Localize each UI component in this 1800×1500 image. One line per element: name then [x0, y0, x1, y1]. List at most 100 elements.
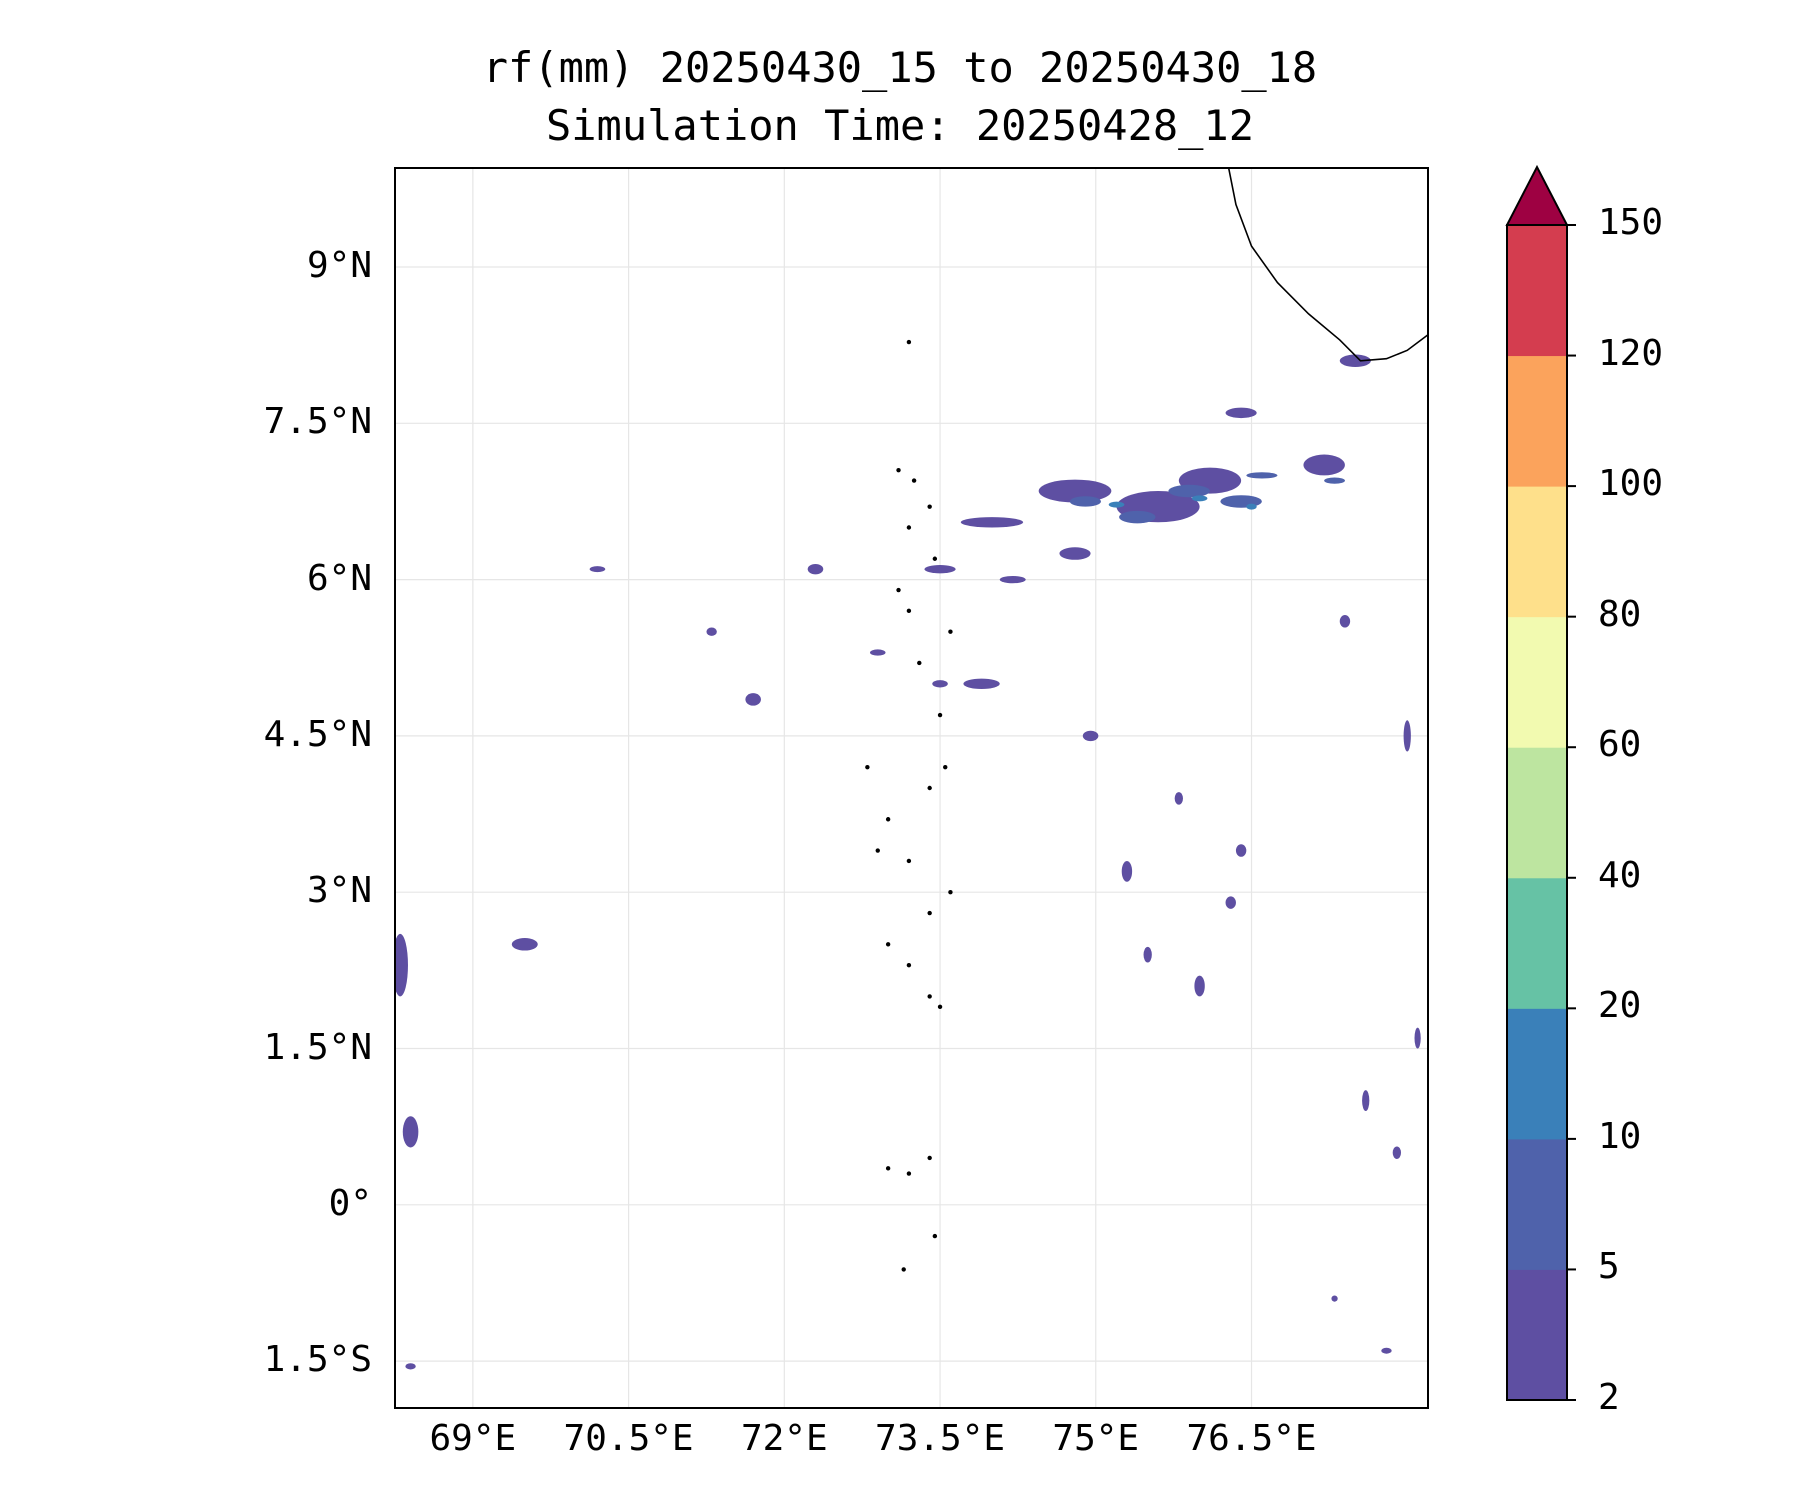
rain-cell-2-5mm [869, 649, 886, 656]
rain-cell-2-5mm [1038, 479, 1112, 503]
island-dot [927, 994, 932, 999]
rain-cell-2-5mm [402, 1116, 419, 1148]
colorbar-tick-label: 120 [1598, 332, 1664, 374]
island-dot [932, 556, 938, 561]
island-dot [896, 587, 901, 593]
rain-cell-2-5mm [1121, 860, 1133, 882]
island-dot [865, 764, 870, 770]
rain-cell-2-5mm [706, 627, 717, 636]
rain-cell-2-5mm [1225, 407, 1257, 419]
rain-cell-2-5mm [1331, 1295, 1338, 1302]
island-dot [885, 817, 891, 822]
island-dot [906, 339, 912, 345]
rain-cell-10-20mm [1108, 501, 1125, 508]
rain-cell-2-5mm [745, 693, 761, 706]
rain-cell-2-5mm [1143, 946, 1152, 963]
island-dot [906, 858, 912, 864]
colorbar-tick-label: 150 [1598, 202, 1664, 243]
colorbar-segment [1507, 225, 1567, 357]
island-dot [927, 910, 932, 916]
island-dot [917, 660, 922, 666]
rain-cell-2-5mm [1362, 1090, 1370, 1112]
rain-cell-2-5mm [932, 680, 948, 688]
island-dot [932, 1233, 938, 1239]
colorbar-segment [1507, 486, 1567, 618]
rain-cell-2-5mm [1235, 844, 1247, 857]
rain-cell-2-5mm [1082, 730, 1099, 742]
lon-tick-label: 70.5°E [563, 1418, 694, 1459]
lat-tick-label: 1.5°N [263, 1026, 372, 1068]
lat-tick-label: 3°N [306, 870, 372, 912]
island-dot [906, 608, 912, 614]
colorbar-tick-label: 60 [1598, 724, 1642, 766]
rain-cell-2-5mm [960, 517, 1024, 528]
rain-cell-5-10mm [1069, 496, 1101, 507]
lon-tick-label: 72°E [740, 1418, 828, 1459]
island-dot [927, 504, 932, 509]
rain-cell-5-10mm [1168, 484, 1210, 498]
map-plot-area [394, 167, 1429, 1409]
map-content [395, 168, 1428, 1408]
rain-cell-2-5mm [1339, 354, 1371, 368]
rain-cell-2-5mm [963, 678, 1000, 690]
rain-cell-2-5mm [807, 563, 824, 575]
lon-tick-label: 75°E [1052, 1418, 1140, 1459]
rain-cell-2-5mm [1403, 720, 1411, 752]
island-dot [911, 478, 917, 483]
colorbar-segment [1507, 1138, 1567, 1270]
lat-tick-label: 7.5°N [263, 401, 372, 443]
rain-cell-2-5mm [1225, 896, 1236, 909]
rain-cell-2-5mm [999, 575, 1026, 584]
island-dot [927, 785, 932, 791]
rain-cell-2-5mm [1392, 1146, 1402, 1159]
colorbar-tick-label: 2 [1598, 1377, 1620, 1418]
colorbar-tick-label: 5 [1598, 1246, 1620, 1288]
rain-cell-2-5mm [395, 933, 408, 997]
island-dot [943, 764, 948, 770]
island-dot [875, 848, 880, 853]
island-dot [937, 712, 943, 718]
lat-tick-label: 1.5°S [263, 1339, 372, 1381]
island-dot [948, 890, 953, 895]
rain-cell-2-5mm [1339, 615, 1351, 628]
colorbar-segment [1507, 1269, 1567, 1401]
map-title: rf(mm) 20250430_15 to 20250430_18 [482, 43, 1318, 92]
island-dot [896, 467, 901, 473]
colorbar-segment [1507, 747, 1567, 879]
colorbar [1505, 164, 1576, 1401]
colorbar-frame [1506, 224, 1568, 1401]
island-dot [885, 942, 891, 947]
rain-cell-2-5mm [511, 938, 538, 951]
colorbar-segment [1507, 355, 1567, 487]
lon-tick-label: 69°E [429, 1418, 517, 1459]
colorbar-tick-label: 40 [1598, 854, 1642, 896]
rain-cell-2-5mm [1303, 454, 1345, 476]
colorbar-tick-label: 20 [1598, 985, 1642, 1027]
rain-cell-5-10mm [1119, 510, 1156, 524]
rain-cell-5-10mm [1246, 472, 1278, 479]
colorbar-tick-label: 10 [1598, 1115, 1642, 1157]
lat-tick-label: 6°N [306, 557, 372, 599]
lat-tick-label: 0° [328, 1182, 372, 1224]
india-coastline [1227, 168, 1428, 362]
colorbar-extend-arrow [1505, 164, 1569, 226]
colorbar-segment [1507, 616, 1567, 748]
lon-tick-label: 73.5°E [875, 1418, 1006, 1459]
rain-cell-5-10mm [1324, 477, 1345, 484]
rain-cell-10-20mm [1246, 503, 1257, 510]
island-dot [937, 1004, 943, 1010]
map-subtitle: Simulation Time: 20250428_12 [545, 101, 1254, 150]
lat-tick-label: 9°N [306, 244, 372, 286]
island-dot [901, 1267, 906, 1272]
colorbar-segment [1507, 877, 1567, 1009]
island-dot [906, 962, 912, 968]
map-frame [394, 167, 1429, 1409]
island-dot [906, 525, 912, 530]
rain-cell-2-5mm [405, 1363, 416, 1370]
island-dot [885, 1166, 891, 1171]
rain-cell-2-5mm [1414, 1027, 1421, 1049]
rain-cell-2-5mm [1381, 1347, 1392, 1354]
rain-cell-2-5mm [924, 565, 956, 574]
colorbar-tick-label: 80 [1598, 593, 1642, 635]
